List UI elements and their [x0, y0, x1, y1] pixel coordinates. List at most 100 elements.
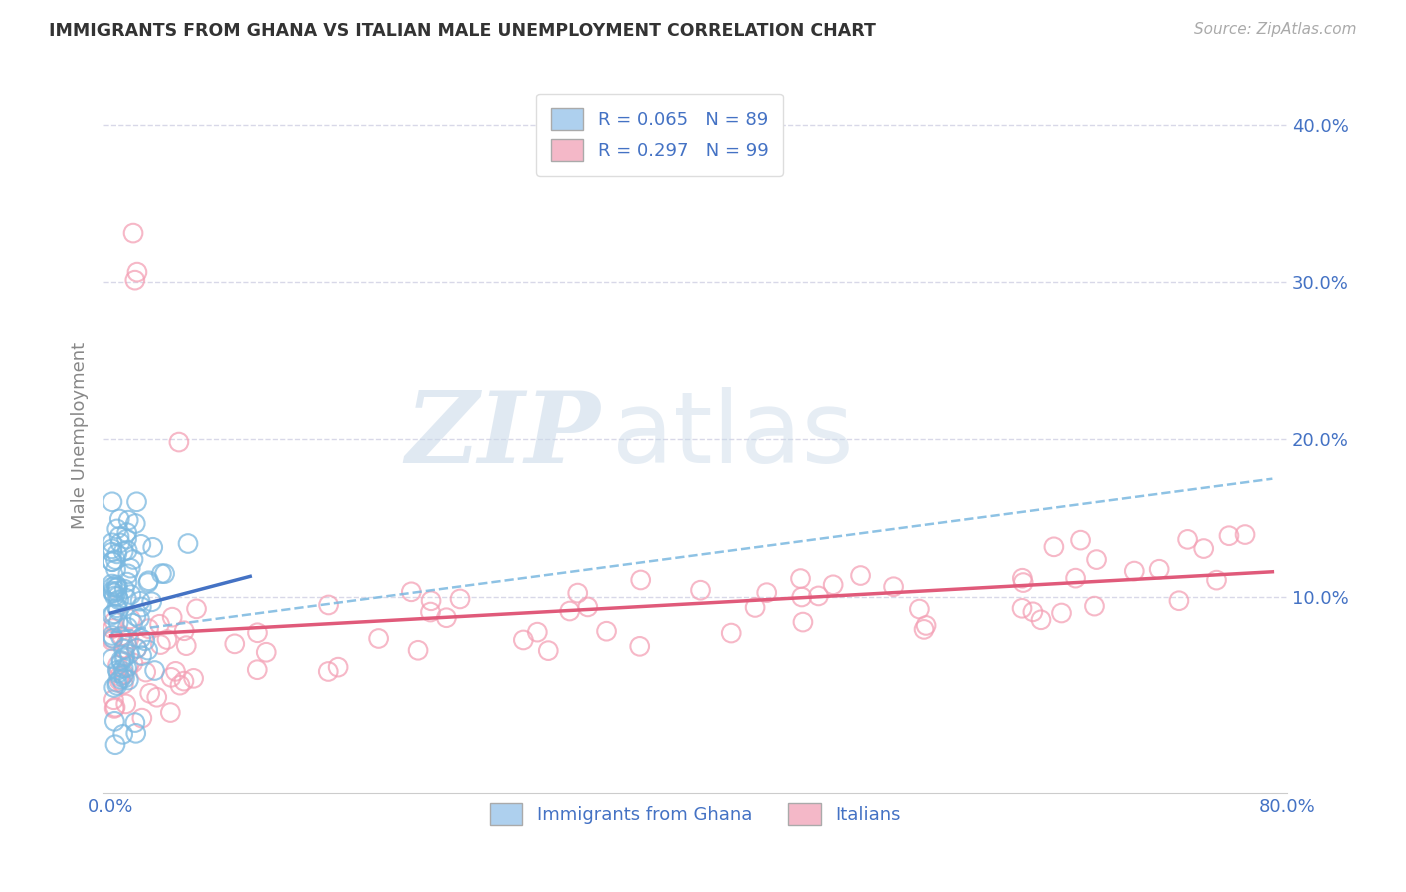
Point — [131, 600, 153, 615]
Point — [107, 580, 129, 594]
Point — [112, 667, 135, 681]
Text: IMMIGRANTS FROM GHANA VS ITALIAN MALE UNEMPLOYMENT CORRELATION CHART: IMMIGRANTS FROM GHANA VS ITALIAN MALE UN… — [49, 22, 876, 40]
Point — [111, 727, 134, 741]
Point — [149, 638, 172, 652]
Point — [720, 626, 742, 640]
Point — [115, 637, 138, 651]
Point — [1012, 575, 1035, 590]
Point — [129, 537, 152, 551]
Point — [101, 555, 124, 569]
Point — [108, 512, 131, 526]
Point — [108, 529, 131, 543]
Point — [103, 615, 125, 629]
Text: Source: ZipAtlas.com: Source: ZipAtlas.com — [1194, 22, 1357, 37]
Point — [105, 678, 128, 692]
Point — [224, 637, 246, 651]
Point — [115, 661, 138, 675]
Point — [118, 647, 141, 661]
Point — [115, 575, 138, 590]
Point — [122, 226, 145, 240]
Point — [628, 640, 651, 654]
Point — [1205, 573, 1227, 587]
Point — [1167, 593, 1189, 607]
Point — [114, 671, 136, 685]
Point — [104, 552, 127, 566]
Point — [138, 622, 160, 636]
Text: atlas: atlas — [612, 387, 853, 483]
Point — [110, 630, 132, 644]
Point — [186, 602, 208, 616]
Point — [110, 672, 132, 686]
Point — [150, 566, 173, 581]
Point — [107, 592, 129, 607]
Point — [103, 607, 125, 621]
Point — [1029, 613, 1052, 627]
Point — [104, 578, 127, 592]
Point — [110, 629, 132, 643]
Text: ZIP: ZIP — [405, 387, 600, 483]
Point — [118, 632, 141, 646]
Point — [807, 589, 830, 603]
Point — [316, 665, 339, 679]
Point — [449, 591, 471, 606]
Point — [567, 586, 589, 600]
Point — [115, 543, 138, 558]
Point — [1050, 606, 1073, 620]
Point — [105, 675, 128, 690]
Point — [105, 664, 128, 678]
Point — [101, 541, 124, 556]
Point — [143, 664, 166, 678]
Point — [105, 522, 128, 536]
Point — [101, 652, 124, 666]
Point — [145, 690, 167, 705]
Point — [160, 610, 183, 624]
Point — [125, 726, 148, 740]
Point — [117, 659, 139, 673]
Point — [183, 671, 205, 685]
Point — [101, 608, 124, 623]
Point — [630, 573, 652, 587]
Point — [165, 665, 187, 679]
Point — [537, 643, 560, 657]
Point — [112, 582, 135, 597]
Point — [1011, 601, 1033, 615]
Point — [107, 590, 129, 604]
Point — [526, 625, 548, 640]
Point — [434, 611, 457, 625]
Point — [104, 700, 127, 714]
Point — [558, 604, 581, 618]
Point — [101, 545, 124, 559]
Point — [367, 632, 389, 646]
Point — [1011, 571, 1033, 585]
Point — [120, 612, 142, 626]
Point — [108, 536, 131, 550]
Point — [120, 588, 142, 602]
Point — [755, 585, 778, 599]
Point — [138, 686, 160, 700]
Point — [107, 603, 129, 617]
Point — [101, 633, 124, 648]
Point — [1123, 564, 1146, 578]
Point — [1043, 540, 1066, 554]
Point — [254, 645, 277, 659]
Point — [112, 677, 135, 691]
Point — [173, 674, 195, 689]
Point — [689, 583, 711, 598]
Point — [101, 631, 124, 645]
Point — [103, 586, 125, 600]
Point — [107, 665, 129, 680]
Point — [122, 552, 145, 566]
Point — [1192, 541, 1215, 556]
Point — [915, 618, 938, 632]
Point — [1064, 571, 1087, 585]
Point — [112, 661, 135, 675]
Point — [908, 602, 931, 616]
Point — [117, 566, 139, 581]
Point — [114, 648, 136, 663]
Point — [122, 656, 145, 670]
Point — [107, 615, 129, 630]
Point — [115, 532, 138, 546]
Point — [124, 516, 146, 531]
Point — [138, 574, 160, 588]
Point — [125, 641, 148, 656]
